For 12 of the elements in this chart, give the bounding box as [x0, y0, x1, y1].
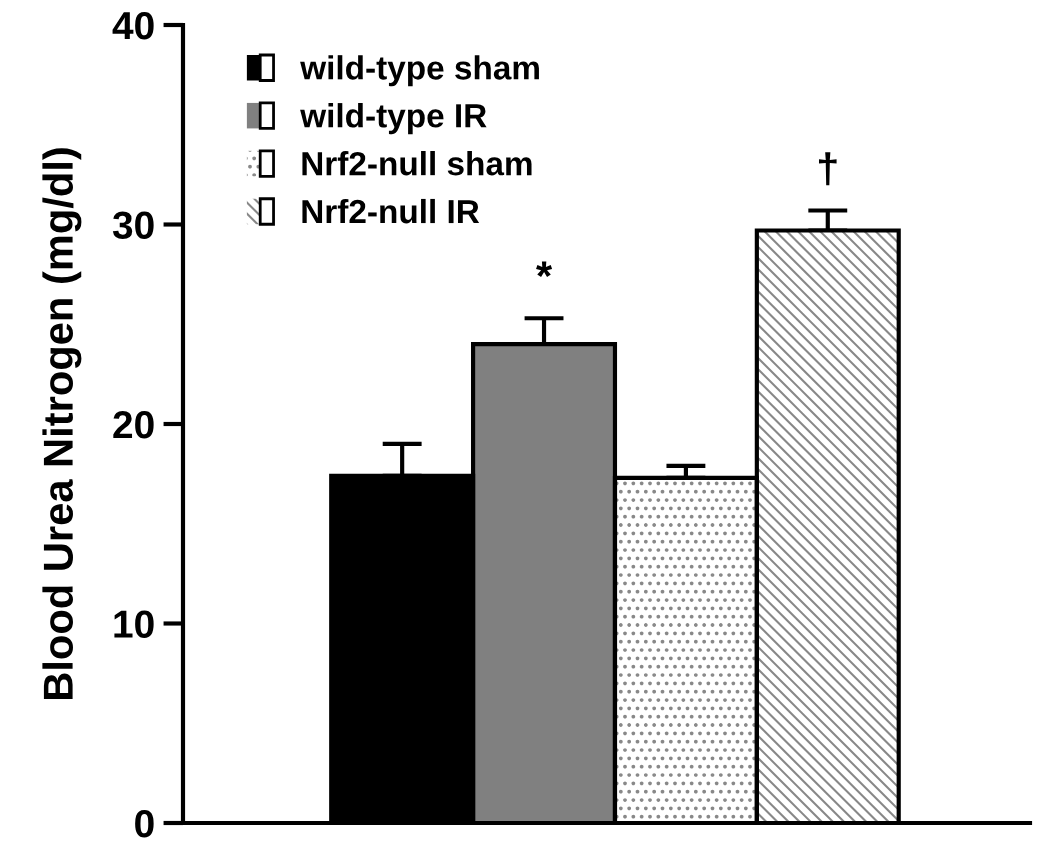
legend-label: wild-type IR	[300, 103, 487, 135]
annotation: †	[819, 152, 837, 186]
legend-label: Nrf2-null IR	[302, 198, 480, 224]
y-tick-label: 10	[114, 610, 154, 638]
annotation: *	[536, 261, 553, 278]
y-tick-label: 20	[113, 410, 154, 439]
y-tick-label: 40	[112, 11, 154, 40]
y-tick-label: 30	[112, 211, 154, 240]
legend-label: Nrf2-null sham	[302, 151, 532, 176]
y-axis-title: Blood Urea Nitrogen (mg/dl)	[42, 148, 82, 699]
legend-label: wild-type sham	[300, 55, 539, 87]
y-tick-label: 0	[135, 809, 154, 838]
